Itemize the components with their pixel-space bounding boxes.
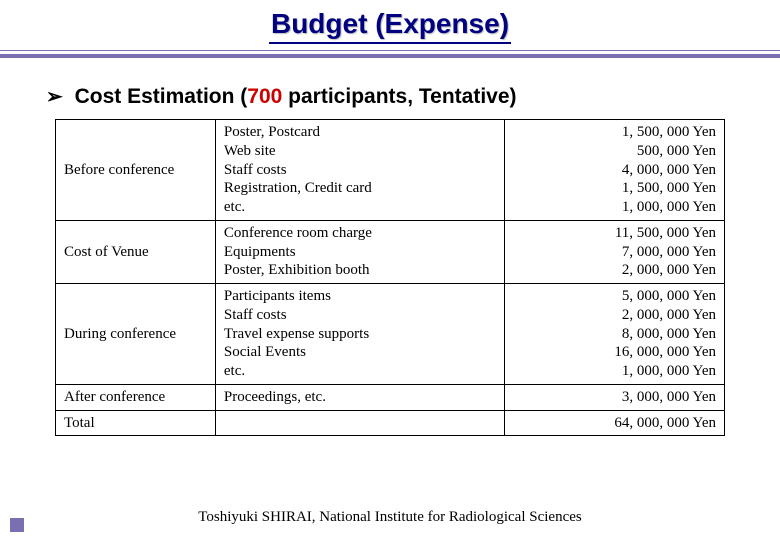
bullet-arrow-icon: ➢	[46, 86, 63, 108]
budget-tbody: Before conference Poster, PostcardWeb si…	[56, 120, 725, 436]
table-row-total: Total 64, 000, 000 Yen	[56, 410, 725, 436]
cell-category: After conference	[56, 384, 216, 410]
subtitle-prefix: Cost Estimation (	[75, 85, 248, 108]
cell-amounts: 3, 000, 000 Yen	[505, 384, 725, 410]
cell-category: Total	[56, 410, 216, 436]
table-row: During conference Participants itemsStaf…	[56, 284, 725, 385]
cell-items: Proceedings, etc.	[215, 384, 504, 410]
table-row: After conference Proceedings, etc. 3, 00…	[56, 384, 725, 410]
cell-category: Cost of Venue	[56, 220, 216, 283]
cell-category: Before conference	[56, 120, 216, 221]
cell-items	[215, 410, 504, 436]
subtitle: ➢ Cost Estimation (700 participants, Ten…	[46, 84, 780, 109]
horizontal-rule	[0, 50, 780, 66]
cell-items: Poster, PostcardWeb siteStaff costsRegis…	[215, 120, 504, 221]
cell-items: Conference room chargeEquipmentsPoster, …	[215, 220, 504, 283]
cell-amounts: 1, 500, 000 Yen500, 000 Yen4, 000, 000 Y…	[505, 120, 725, 221]
corner-accent-icon	[10, 518, 24, 532]
table-row: Cost of Venue Conference room chargeEqui…	[56, 220, 725, 283]
footer-text: Toshiyuki SHIRAI, National Institute for…	[0, 509, 780, 526]
table-row: Before conference Poster, PostcardWeb si…	[56, 120, 725, 221]
cell-amounts: 5, 000, 000 Yen2, 000, 000 Yen8, 000, 00…	[505, 284, 725, 385]
cell-category: During conference	[56, 284, 216, 385]
budget-table: Before conference Poster, PostcardWeb si…	[55, 119, 725, 436]
subtitle-suffix: participants, Tentative)	[282, 85, 516, 108]
subtitle-count: 700	[247, 85, 282, 108]
page-title: Budget (Expense)	[269, 8, 511, 44]
cell-amounts: 11, 500, 000 Yen7, 000, 000 Yen2, 000, 0…	[505, 220, 725, 283]
cell-items: Participants itemsStaff costsTravel expe…	[215, 284, 504, 385]
cell-amounts: 64, 000, 000 Yen	[505, 410, 725, 436]
